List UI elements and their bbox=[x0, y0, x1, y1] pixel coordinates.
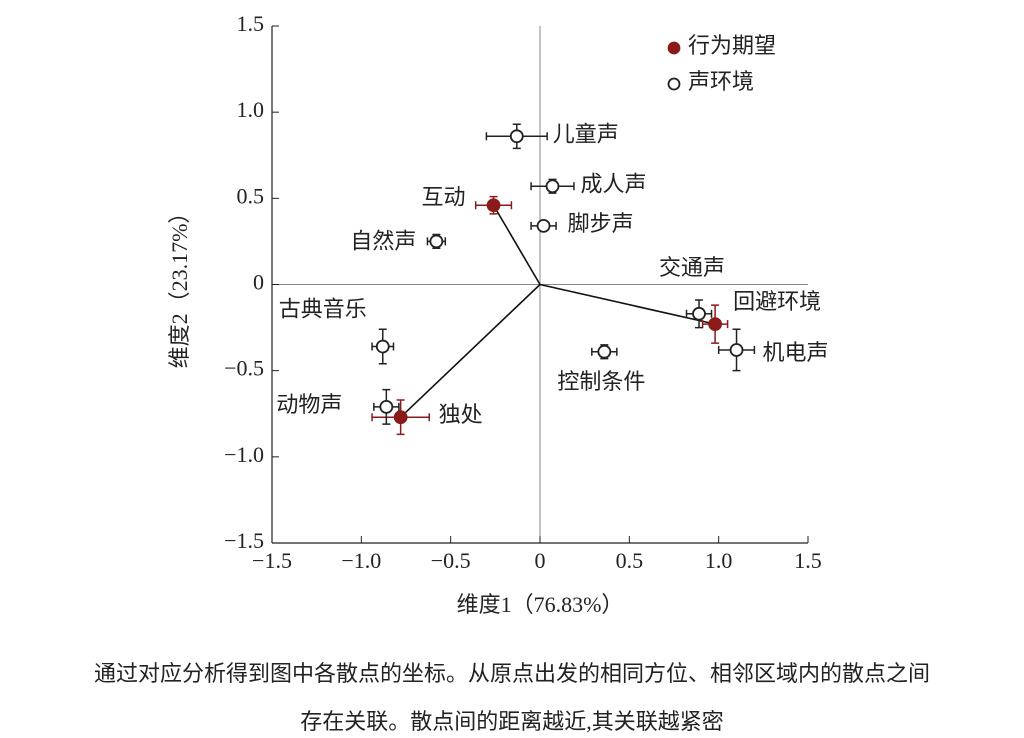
y-tick-label: 0.5 bbox=[237, 183, 265, 208]
point-label: 脚步声 bbox=[568, 211, 634, 236]
vector-line bbox=[492, 204, 541, 285]
point-label: 控制条件 bbox=[557, 369, 645, 394]
chart: 维度1（76.83%） 维度2（23.17%） −1.5 −1.0 −0.5 0 0.5… bbox=[167, 11, 829, 617]
x-tick-label: −1.5 bbox=[252, 548, 292, 573]
point-label: 机电声 bbox=[763, 340, 829, 365]
y-tick-label: 0 bbox=[253, 270, 264, 295]
point bbox=[375, 339, 390, 354]
point bbox=[729, 343, 744, 357]
point bbox=[393, 410, 408, 425]
x-tick-label: 0 bbox=[535, 548, 546, 573]
point-label: 儿童声 bbox=[553, 121, 619, 146]
x-tick-label: 1.0 bbox=[705, 548, 733, 573]
caption-line: 存在关联。散点间的距离越近,其关联越紧密 bbox=[300, 709, 724, 734]
y-tick-label: −1.0 bbox=[224, 442, 264, 467]
point bbox=[536, 219, 551, 233]
legend-marker bbox=[667, 77, 681, 91]
y-tick-label: 1.5 bbox=[237, 11, 265, 36]
y-tick-label: 1.0 bbox=[237, 97, 265, 122]
x-tick-label: 1.5 bbox=[794, 548, 822, 573]
point bbox=[708, 317, 722, 332]
x-tick-label: 0.5 bbox=[616, 548, 644, 573]
point-label: 动物声 bbox=[276, 392, 342, 417]
x-tick-label: −1.0 bbox=[341, 548, 381, 573]
point-label: 独处 bbox=[439, 402, 483, 427]
point-label: 互动 bbox=[422, 184, 466, 209]
point-label: 成人声 bbox=[581, 171, 647, 196]
x-tick-label: −0.5 bbox=[431, 548, 471, 573]
y-tick-label: −1.5 bbox=[224, 528, 264, 553]
point-label: 古典音乐 bbox=[279, 297, 367, 322]
point bbox=[486, 198, 501, 213]
point bbox=[692, 306, 706, 321]
point bbox=[429, 234, 444, 249]
y-axis-label: 维度2（23.17%） bbox=[167, 202, 192, 369]
x-axis-label: 维度1（76.83%） bbox=[457, 592, 624, 617]
point-label: 回避环境 bbox=[733, 289, 821, 314]
point bbox=[379, 399, 394, 414]
vector-line bbox=[539, 283, 716, 325]
caption-line: 通过对应分析得到图中各散点的坐标。从原点出发的相同方位、相邻区域内的散点之间 bbox=[93, 661, 930, 686]
vector-line bbox=[400, 283, 541, 418]
point-label: 交通声 bbox=[659, 255, 725, 280]
point bbox=[509, 129, 524, 144]
point bbox=[597, 344, 612, 359]
point bbox=[545, 179, 560, 194]
point-label: 自然声 bbox=[350, 228, 416, 253]
legend-label: 行为期望 bbox=[688, 33, 776, 58]
legend-label: 声环境 bbox=[688, 69, 754, 94]
y-tick-label: −0.5 bbox=[224, 356, 264, 381]
legend-marker bbox=[667, 41, 681, 55]
